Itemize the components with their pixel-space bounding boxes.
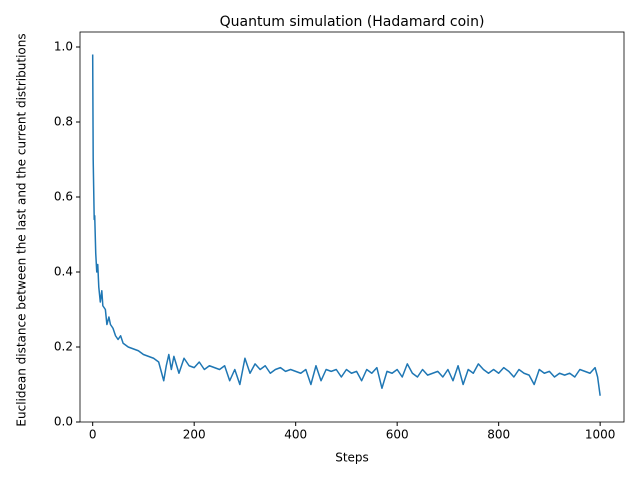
x-tick-label: 800 (487, 428, 510, 442)
axes-frame (79, 31, 625, 423)
x-axis-label: Steps (335, 451, 369, 465)
chart-title: Quantum simulation (Hadamard coin) (220, 14, 485, 30)
x-tick-label: 400 (284, 428, 307, 442)
y-tick-label: 0.2 (54, 340, 73, 354)
x-tick-label: 1000 (585, 428, 616, 442)
y-tick-label: 0.8 (54, 115, 73, 129)
y-tick-label: 0.0 (54, 415, 73, 429)
x-tick-label: 600 (386, 428, 409, 442)
x-tick-label: 200 (183, 428, 206, 442)
x-tick-label: 0 (89, 428, 97, 442)
data-line (91, 54, 601, 396)
y-tick-label: 0.4 (54, 265, 73, 279)
y-tick-label: 0.6 (54, 190, 73, 204)
y-tick-label: 1.0 (54, 40, 73, 54)
y-axis-label: Euclidean distance between the last and … (15, 33, 29, 426)
